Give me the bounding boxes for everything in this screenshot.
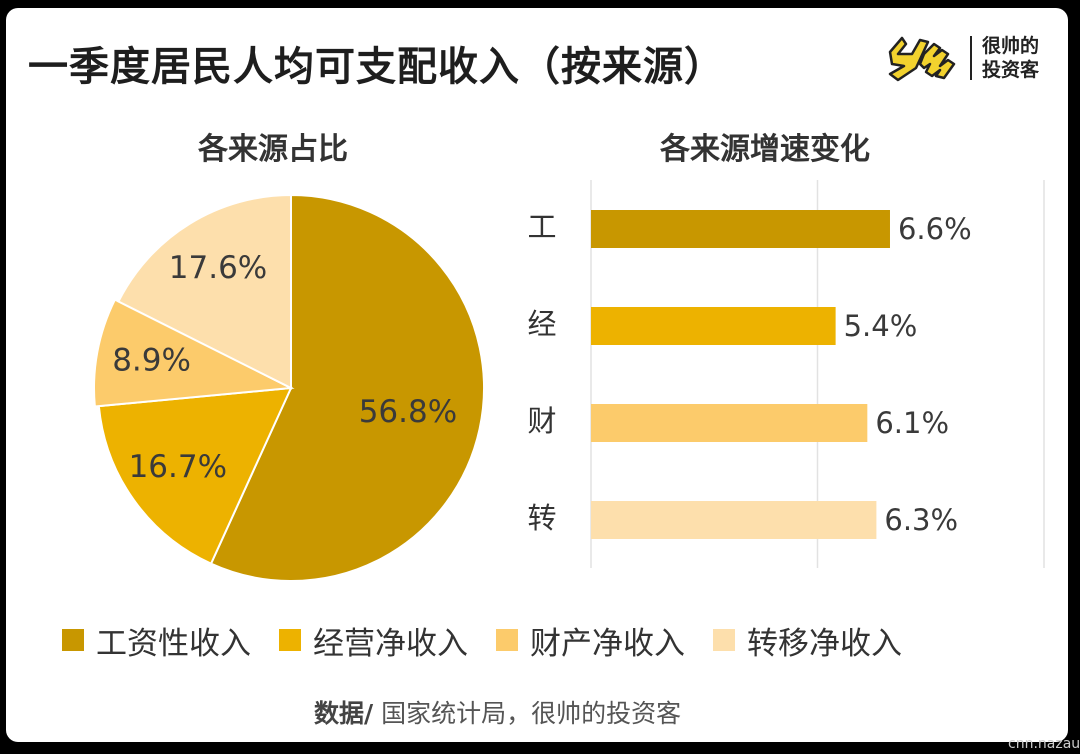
legend-swatch (496, 629, 518, 651)
brand-logo: 很帅的 投资客 (884, 28, 1054, 88)
pie-label-property: 8.9% (112, 342, 191, 378)
data-source-prefix: 数据/ (314, 699, 374, 728)
brand-line-1: 很帅的 (982, 35, 1040, 57)
data-source: 数据/ 国家统计局，很帅的投资客 (314, 694, 681, 730)
legend-item-property: 财产净收入 (496, 618, 685, 663)
pie-slice-business (97, 386, 293, 565)
legend-swatch (713, 629, 735, 651)
brand-divider (970, 36, 972, 80)
pie-slice-property (93, 298, 295, 408)
legend-swatch (62, 629, 84, 651)
legend: 工资性收入 经营净收入 财产净收入 转移净收入 (62, 618, 1042, 662)
bar-chart-title: 各来源增速变化 (660, 132, 870, 167)
brand-text: 很帅的 投资客 (982, 34, 1039, 82)
bar-category-transfer: 转 (527, 501, 556, 535)
legend-label: 经营净收入 (313, 625, 468, 662)
brand-line-2: 投资客 (982, 59, 1040, 81)
pie-label-transfer: 17.6% (169, 250, 267, 286)
bar-business (591, 307, 836, 345)
bar-value-label-wage: 6.6% (898, 212, 972, 246)
bar-category-wage: 工 (527, 210, 556, 244)
page-title: 一季度居民人均可支配收入（按来源） (28, 44, 725, 90)
chart-card: 一季度居民人均可支配收入（按来源） 很帅的 投资客 各来源占比 各来源增速变化 … (6, 8, 1068, 742)
bar-property (591, 404, 868, 442)
bar-transfer (591, 501, 877, 539)
charts-canvas: 56.8% 16.7% 8.9% 17.6% 工 6.6% 经 5.4% 财 6.1% 转 6.3% (93, 180, 1045, 582)
data-source-text: 国家统计局，很帅的投资客 (373, 699, 682, 728)
legend-item-wage: 工资性收入 (62, 618, 251, 663)
bar-category-property: 财 (527, 404, 556, 438)
pie-label-business: 16.7% (129, 449, 227, 485)
bar-wage (591, 210, 890, 248)
legend-item-business: 经营净收入 (279, 618, 468, 663)
legend-label: 工资性收入 (96, 625, 251, 662)
legend-swatch (279, 629, 301, 651)
legend-label: 财产净收入 (530, 625, 685, 662)
bar-value-label-transfer: 6.3% (884, 503, 958, 537)
bar-value-label-business: 5.4% (844, 309, 918, 343)
pie-chart-title: 各来源占比 (198, 132, 348, 167)
pie-slice-transfer (117, 193, 292, 390)
bar-category-business: 经 (527, 307, 556, 341)
bar-value-label-property: 6.1% (875, 406, 949, 440)
brand-logo-icon (888, 36, 956, 82)
watermark: cnn.nazau (1008, 736, 1080, 752)
pie-label-wage: 56.8% (359, 394, 457, 430)
legend-label: 转移净收入 (747, 625, 902, 662)
pie-slice-wage (209, 193, 485, 582)
legend-item-transfer: 转移净收入 (713, 618, 902, 663)
